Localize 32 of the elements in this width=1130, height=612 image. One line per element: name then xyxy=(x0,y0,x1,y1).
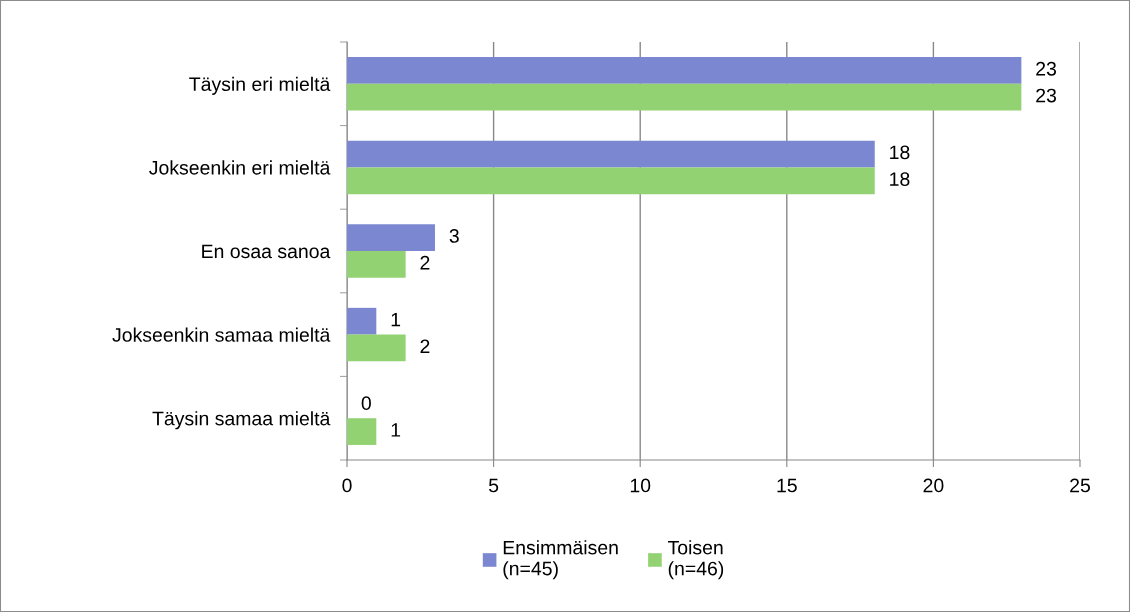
data-label: 3 xyxy=(449,229,459,243)
data-label: 2 xyxy=(420,339,430,353)
data-label: 23 xyxy=(1036,61,1057,76)
y-tick-label: Täysin eri mieltä xyxy=(189,76,331,95)
x-tick-label: 15 xyxy=(777,478,797,493)
x-tick-label: 0 xyxy=(342,478,352,493)
bar xyxy=(347,57,1022,84)
y-tick-label: Jokseenkin samaa mieltä xyxy=(112,327,331,342)
data-label: 18 xyxy=(890,172,910,186)
data-label: 2 xyxy=(420,255,430,270)
legend-label: Ensimmäisen (n=45) xyxy=(503,540,618,580)
bar xyxy=(347,418,377,445)
x-tick-label: 10 xyxy=(630,478,651,493)
data-label: 23 xyxy=(1036,88,1057,103)
x-tick-label: 5 xyxy=(488,478,499,493)
y-tick-label: Täysin samaa mieltä xyxy=(152,411,331,430)
bar xyxy=(347,83,1022,111)
data-label: 1 xyxy=(391,423,401,437)
bar xyxy=(347,307,377,335)
y-tick-label: En osaa sanoa xyxy=(202,244,331,259)
bar xyxy=(347,224,435,251)
x-tick-label: 25 xyxy=(1070,478,1090,493)
data-label: 18 xyxy=(890,145,910,160)
x-tick-label: 20 xyxy=(923,478,944,493)
bar xyxy=(347,140,875,168)
bar xyxy=(347,251,406,278)
bar xyxy=(347,167,875,195)
y-tick-label: Jokseenkin eri mieltä xyxy=(149,160,331,175)
data-label: 1 xyxy=(391,312,401,327)
bar xyxy=(347,334,406,362)
data-label: 0 xyxy=(361,396,371,411)
legend-label: Toisen (n=46) xyxy=(667,540,724,580)
